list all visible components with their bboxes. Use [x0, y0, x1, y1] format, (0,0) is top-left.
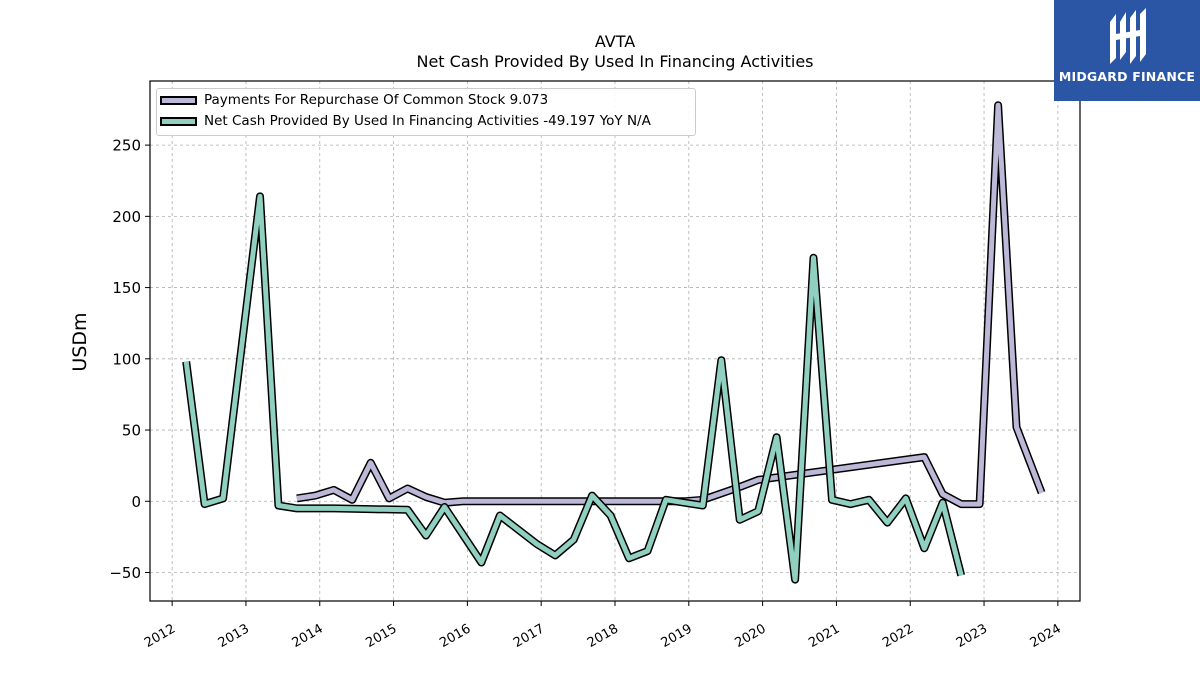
x-tick-label: 2016	[437, 621, 473, 651]
y-tick-label: 0	[131, 493, 141, 511]
legend: Payments For Repurchase Of Common Stock …	[156, 88, 696, 136]
legend-swatch-financing	[160, 117, 197, 126]
brand-name: MIDGARD FINANCE	[1058, 69, 1196, 84]
x-tick-label: 2021	[806, 621, 842, 651]
midgard-logo-icon	[1110, 8, 1146, 64]
legend-swatch-repurchase	[160, 96, 197, 105]
series-line-1	[182, 192, 966, 584]
x-tick-label: 2013	[216, 621, 252, 651]
x-tick-label: 2015	[363, 621, 399, 651]
y-tick-label: 250	[112, 137, 141, 155]
x-tick-label: 2017	[511, 621, 547, 651]
series-stroke-1	[183, 193, 964, 583]
x-tick-label: 2012	[142, 621, 178, 651]
series-stroke-0	[296, 102, 1044, 507]
series-line-0	[296, 101, 1046, 509]
x-tick-label: 2024	[1028, 621, 1064, 651]
y-tick-label: 200	[112, 208, 141, 226]
midgard-logo: MIDGARD FINANCE	[1054, 0, 1200, 101]
legend-label-financing: Net Cash Provided By Used In Financing A…	[204, 113, 651, 129]
y-axis-label: USDm	[69, 312, 91, 371]
chart-title: AVTA	[594, 32, 636, 51]
x-tick-label: 2014	[290, 621, 326, 651]
x-tick-label: 2022	[880, 621, 916, 651]
y-tick-label: −50	[109, 564, 141, 582]
x-tick-label: 2023	[954, 621, 990, 651]
x-tick-label: 2020	[732, 621, 768, 651]
legend-label-repurchase: Payments For Repurchase Of Common Stock …	[204, 92, 549, 108]
y-tick-label: 100	[112, 350, 141, 368]
x-tick-label: 2018	[585, 621, 621, 651]
y-tick-label: 150	[112, 279, 141, 297]
series-lines	[182, 101, 1046, 584]
chart-subtitle: Net Cash Provided By Used In Financing A…	[416, 52, 814, 71]
y-tick-label: 50	[122, 422, 141, 440]
x-tick-label: 2019	[659, 621, 695, 651]
